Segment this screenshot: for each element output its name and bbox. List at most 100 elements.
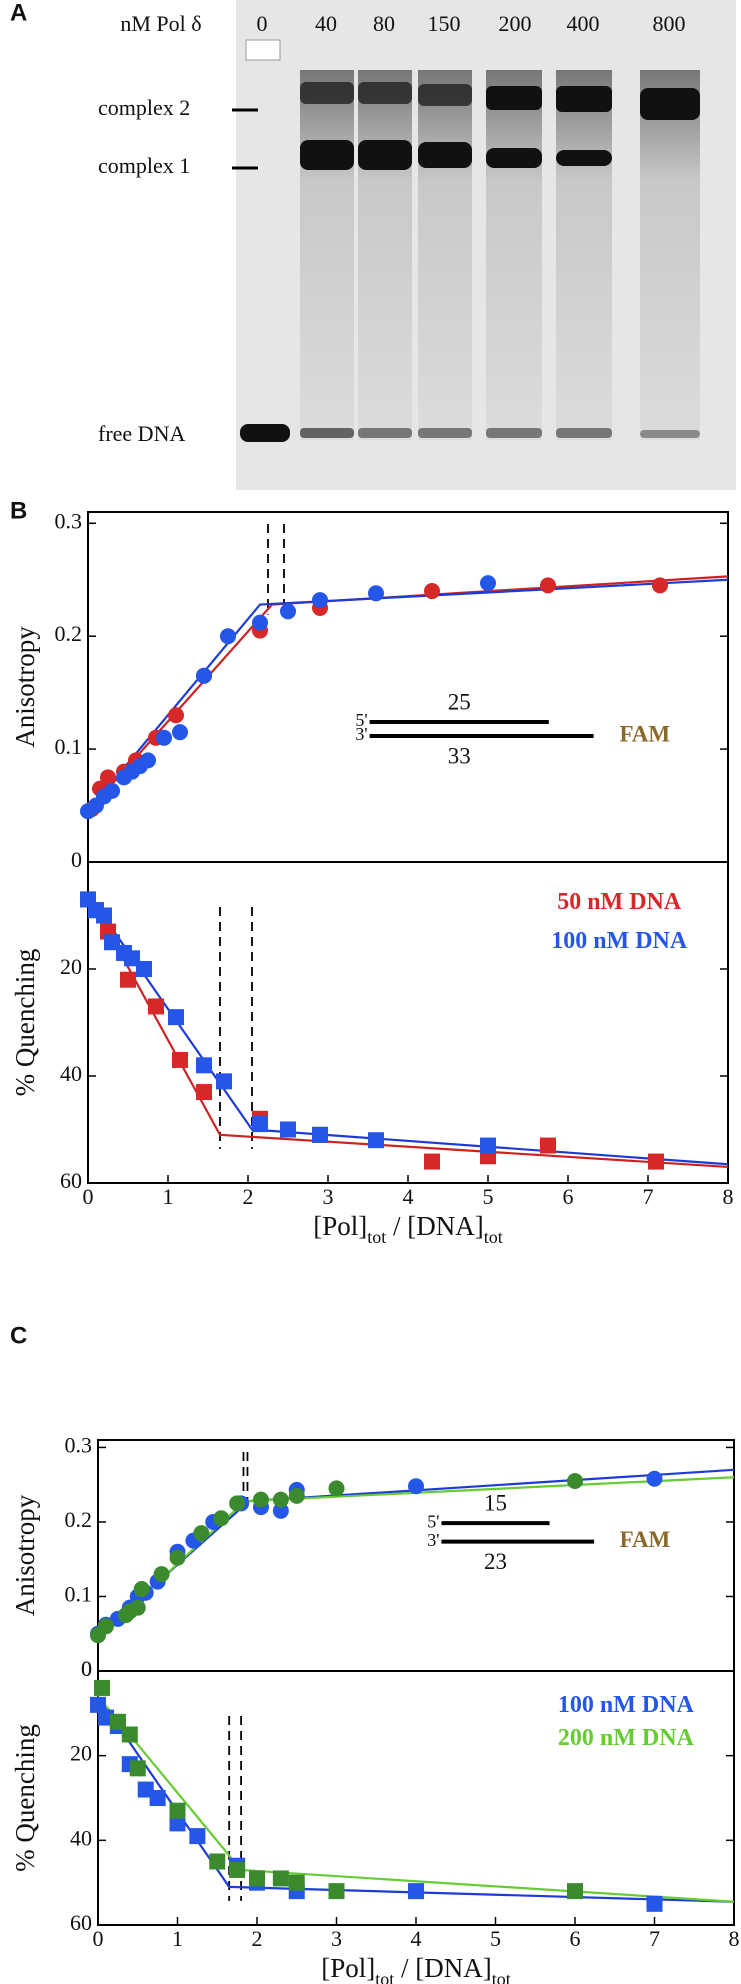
- point: [312, 592, 328, 609]
- point: [408, 1883, 424, 1900]
- point: [272, 1491, 289, 1508]
- fit-line: [87, 578, 729, 812]
- point: [249, 1870, 265, 1887]
- x-axis-title-part: tot: [484, 1227, 503, 1247]
- panel-label: A: [10, 0, 27, 26]
- legend-entry: 50 nM DNA: [557, 889, 682, 915]
- point: [100, 769, 116, 786]
- legend-entry: 200 nM DNA: [558, 1725, 695, 1751]
- point: [213, 1510, 230, 1527]
- y-tick-label: 60: [70, 1910, 92, 1935]
- point: [540, 1137, 556, 1154]
- x-axis-title-part: tot: [367, 1227, 386, 1247]
- point: [169, 1802, 186, 1819]
- point: [280, 603, 296, 620]
- point: [196, 667, 212, 684]
- x-tick-label: 1: [172, 1926, 183, 1951]
- point: [648, 1153, 664, 1170]
- point: [96, 907, 112, 924]
- point: [220, 628, 236, 645]
- point: [567, 1883, 583, 1900]
- lane-label: 80: [373, 11, 395, 36]
- point: [209, 1853, 226, 1870]
- lane-label: 400: [567, 11, 600, 36]
- strand-length: 33: [448, 743, 471, 768]
- x-tick-label: 2: [252, 1926, 263, 1951]
- x-axis-title-part: / [DNA]: [386, 1211, 483, 1241]
- point: [104, 782, 120, 799]
- y-tick-label: 0.1: [55, 734, 83, 759]
- fit-line: [97, 1468, 735, 1637]
- point: [168, 707, 184, 724]
- lane-label: 800: [653, 11, 686, 36]
- point: [252, 614, 268, 631]
- y-axis-title: Anisotropy: [10, 1494, 40, 1616]
- y-tick-label: 0.3: [55, 508, 83, 533]
- lane-label: 200: [499, 11, 532, 36]
- point: [540, 577, 556, 594]
- y-tick-label: 0.2: [65, 1507, 93, 1532]
- point: [90, 1696, 106, 1713]
- fit-line: [87, 575, 729, 812]
- y-tick-label: 0: [81, 1656, 92, 1681]
- point: [121, 1726, 138, 1743]
- x-tick-label: 5: [490, 1926, 501, 1951]
- x-tick-label: 0: [93, 1926, 104, 1951]
- point: [97, 1618, 114, 1635]
- x-tick-label: 2: [243, 1184, 254, 1209]
- x-tick-label: 8: [729, 1926, 740, 1951]
- strand-length: 25: [448, 689, 471, 714]
- x-axis-title: [Pol]tot / [DNA]tot: [313, 1211, 503, 1247]
- point: [368, 585, 384, 602]
- legend-entry: 100 nM DNA: [551, 928, 688, 954]
- strand-length: 15: [484, 1490, 507, 1515]
- point: [252, 1116, 268, 1133]
- x-tick-label: 0: [83, 1184, 94, 1209]
- x-tick-label: 3: [331, 1926, 342, 1951]
- point: [567, 1472, 583, 1489]
- point: [280, 1121, 296, 1138]
- point: [229, 1861, 246, 1878]
- x-axis-title-part: tot: [492, 1969, 511, 1984]
- y-tick-label: 0.1: [65, 1582, 93, 1607]
- lane-smears: [300, 70, 700, 440]
- x-axis-title-part: [Pol]: [321, 1953, 375, 1983]
- x-tick-label: 6: [563, 1184, 574, 1209]
- panel-label: C: [10, 1322, 27, 1349]
- point: [136, 961, 152, 977]
- x-tick-label: 3: [323, 1184, 334, 1209]
- y-tick-label: 40: [70, 1825, 92, 1850]
- x-axis-title-part: / [DNA]: [394, 1953, 491, 1983]
- point: [646, 1470, 663, 1487]
- point: [312, 1126, 328, 1143]
- point: [480, 1137, 496, 1154]
- y-tick-label: 20: [60, 954, 82, 979]
- y-tick-label: 0.3: [65, 1432, 93, 1457]
- strand-end: 3': [355, 724, 367, 744]
- point: [424, 583, 440, 600]
- fit-line: [97, 1476, 735, 1639]
- point: [148, 998, 164, 1015]
- point: [229, 1495, 246, 1512]
- point: [129, 1760, 146, 1777]
- strand-end: 5': [427, 1511, 439, 1531]
- lane-header: nM Pol δ: [120, 11, 201, 36]
- lane-label: 150: [428, 11, 461, 36]
- gel: [232, 0, 736, 490]
- fluorophore-label: FAM: [620, 1527, 671, 1552]
- point: [169, 1815, 186, 1832]
- y-axis-title: % Quenching: [10, 1724, 40, 1872]
- point: [480, 575, 496, 592]
- bands: [240, 82, 700, 442]
- point: [288, 1487, 305, 1504]
- x-tick-label: 1: [163, 1184, 174, 1209]
- x-axis-title-part: [Pol]: [313, 1211, 367, 1241]
- y-tick-label: 40: [60, 1061, 82, 1086]
- point: [140, 752, 156, 769]
- point: [272, 1502, 289, 1519]
- point: [424, 1153, 440, 1170]
- point: [120, 971, 136, 988]
- y-axis-title: Anisotropy: [10, 626, 40, 748]
- plot-frame: [97, 1439, 735, 1672]
- point: [149, 1790, 166, 1806]
